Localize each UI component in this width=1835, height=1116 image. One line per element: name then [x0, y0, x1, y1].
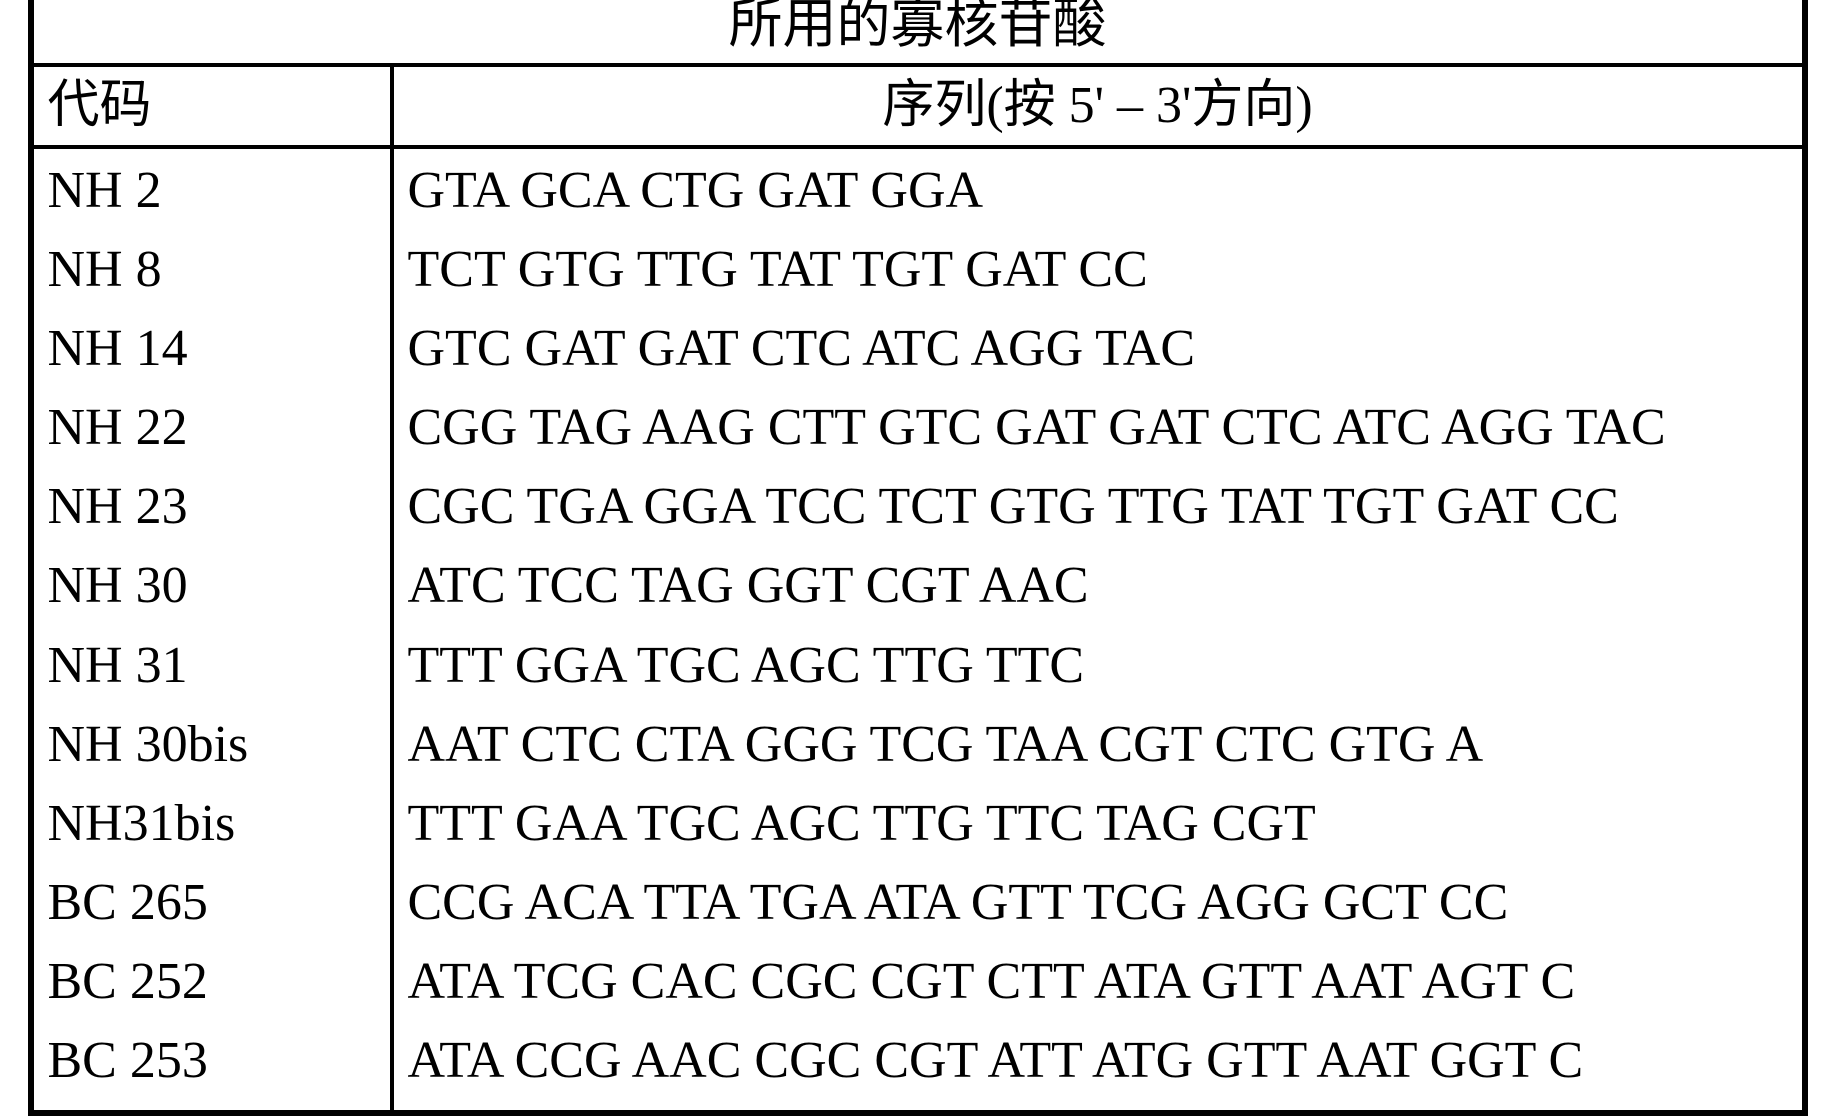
code-cell: NH 31	[48, 626, 376, 705]
code-cell: NH31bis	[48, 784, 376, 863]
sequence-column: GTA GCA CTG GAT GGA TCT GTG TTG TAT TGT …	[394, 149, 1802, 1109]
code-column: NH 2 NH 8 NH 14 NH 22 NH 23 NH 30 NH 31 …	[34, 149, 394, 1109]
table-title: 所用的寡核苷酸	[729, 0, 1107, 54]
table-title-row: 所用的寡核苷酸	[34, 0, 1802, 67]
code-cell: NH 22	[48, 388, 376, 467]
code-cell: BC 265	[48, 863, 376, 942]
header-sequence-label: 序列(按 5' – 3'方向)	[882, 77, 1312, 134]
sequence-cell: AAT CTC CTA GGG TCG TAA CGT CTC GTG A	[408, 705, 1788, 784]
code-cell: NH 30	[48, 546, 376, 625]
sequence-cell: GTA GCA CTG GAT GGA	[408, 151, 1788, 230]
sequence-cell: ATC TCC TAG GGT CGT AAC	[408, 546, 1788, 625]
code-cell: BC 253	[48, 1021, 376, 1100]
sequence-cell: TTT GGA TGC AGC TTG TTC	[408, 626, 1788, 705]
header-sequence-cell: 序列(按 5' – 3'方向)	[394, 67, 1802, 145]
oligonucleotide-table: 所用的寡核苷酸 代码 序列(按 5' – 3'方向) NH 2 NH 8 NH …	[28, 0, 1808, 1116]
sequence-cell: GTC GAT GAT CTC ATC AGG TAC	[408, 309, 1788, 388]
header-code-label: 代码	[48, 77, 152, 134]
table-body: NH 2 NH 8 NH 14 NH 22 NH 23 NH 30 NH 31 …	[34, 149, 1802, 1109]
sequence-cell: CGG TAG AAG CTT GTC GAT GAT CTC ATC AGG …	[408, 388, 1788, 467]
code-cell: NH 30bis	[48, 705, 376, 784]
sequence-cell: CCG ACA TTA TGA ATA GTT TCG AGG GCT CC	[408, 863, 1788, 942]
code-cell: NH 2	[48, 151, 376, 230]
code-cell: BC 252	[48, 942, 376, 1021]
sequence-cell: CGC TGA GGA TCC TCT GTG TTG TAT TGT GAT …	[408, 467, 1788, 546]
table-header-row: 代码 序列(按 5' – 3'方向)	[34, 67, 1802, 149]
code-cell: NH 23	[48, 467, 376, 546]
sequence-cell: TTT GAA TGC AGC TTG TTC TAG CGT	[408, 784, 1788, 863]
code-cell: NH 14	[48, 309, 376, 388]
sequence-cell: ATA CCG AAC CGC CGT ATT ATG GTT AAT GGT …	[408, 1021, 1788, 1100]
header-code-cell: 代码	[34, 67, 394, 145]
code-cell: NH 8	[48, 230, 376, 309]
sequence-cell: TCT GTG TTG TAT TGT GAT CC	[408, 230, 1788, 309]
sequence-cell: ATA TCG CAC CGC CGT CTT ATA GTT AAT AGT …	[408, 942, 1788, 1021]
